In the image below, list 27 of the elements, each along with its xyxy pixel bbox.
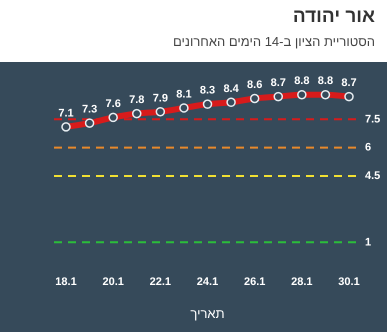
data-label: 8.1 — [176, 88, 192, 100]
data-label: 7.9 — [152, 92, 168, 104]
data-label: 8.7 — [270, 77, 286, 90]
data-label: 8.7 — [341, 77, 357, 90]
chart-title: אור יהודה — [292, 5, 376, 29]
ref-line-label: 7.5 — [365, 113, 380, 126]
x-tick-label: 20.1 — [102, 276, 124, 288]
data-label: 7.1 — [58, 107, 74, 120]
data-label: 8.3 — [200, 84, 216, 97]
ref-line-label: 4.5 — [365, 170, 380, 182]
chart-subtitle: הסטוריית הציון ב-14 הימים האחרונים — [172, 34, 376, 51]
ref-line-label: 6 — [365, 142, 372, 154]
data-label: 8.6 — [247, 79, 262, 92]
x-axis-title: תאריך — [190, 306, 225, 321]
x-tick-label: 24.1 — [196, 276, 218, 288]
data-label: 7.3 — [82, 104, 98, 116]
data-label: 7.8 — [129, 94, 144, 106]
x-tick-label: 26.1 — [244, 276, 266, 288]
x-tick-label: 28.1 — [291, 276, 313, 288]
x-tick-label: 18.1 — [55, 276, 77, 288]
data-label: 8.4 — [223, 82, 240, 95]
x-tick-label: 30.1 — [338, 276, 360, 288]
data-label: 8.8 — [318, 75, 334, 88]
ref-line-label: 1 — [365, 236, 372, 248]
data-label: 7.6 — [106, 98, 121, 110]
data-label: 8.8 — [294, 75, 310, 88]
x-tick-label: 22.1 — [150, 276, 172, 288]
